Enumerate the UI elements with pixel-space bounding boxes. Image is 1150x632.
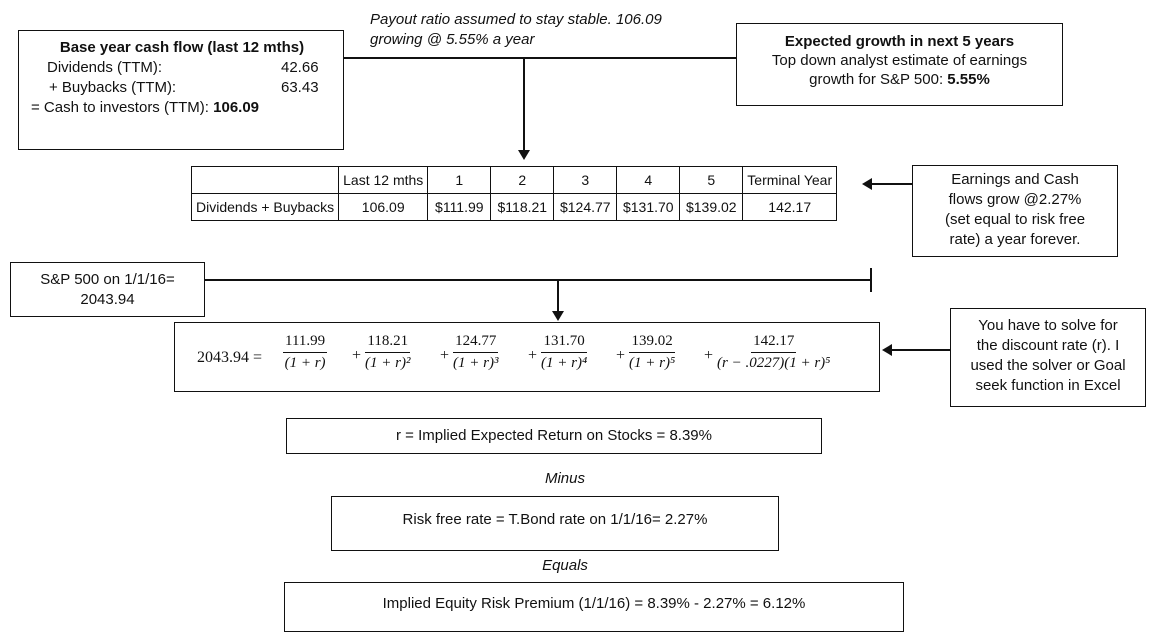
term-numerator: 139.02 (629, 333, 675, 353)
solve-discount-rate-box: You have to solve for the discount rate … (950, 308, 1146, 407)
sp-line1: S&P 500 on 1/1/16= (40, 271, 175, 288)
dividends-label: Dividends (TTM): (47, 59, 163, 76)
risk-free-rate-box: Risk free rate = T.Bond rate on 1/1/16= … (331, 496, 779, 551)
arrow-down-icon (518, 150, 530, 160)
buybacks-value: 63.43 (281, 79, 319, 96)
equity-risk-premium-box: Implied Equity Risk Premium (1/1/16) = 8… (284, 582, 904, 632)
header-cell: 5 (679, 166, 744, 194)
term-denominator: (1 + r) (284, 355, 326, 371)
payout-note-line1: Payout ratio assumed to stay stable. 106… (370, 11, 662, 28)
terminal-line2: flows grow @2.27% (948, 191, 1082, 208)
term-numerator: 111.99 (283, 333, 328, 353)
header-cell: 2 (490, 166, 555, 194)
valuation-equation-box: 2043.94 = 111.99 (1 + r) + 118.21 (1 + r… (174, 322, 880, 392)
table-cell: $124.77 (553, 193, 618, 221)
equals-caption: Equals (542, 557, 588, 574)
connector-end-tick (870, 268, 872, 292)
table-cell: $131.70 (616, 193, 681, 221)
plus-sign: + (704, 347, 714, 364)
arrow-left-icon (882, 344, 892, 356)
table-cell: 142.17 (742, 193, 838, 221)
header-cell: Terminal Year (742, 166, 838, 194)
header-cell: 4 (616, 166, 681, 194)
connector-line-down-eq (557, 279, 559, 313)
equation-term: 131.70 (1 + r)⁴ (541, 333, 587, 372)
cash-to-investors-value: 106.09 (213, 99, 260, 116)
solve-line1: You have to solve for (978, 317, 1118, 334)
connector-line-sp (205, 279, 871, 281)
equation-lhs: 2043.94 = (197, 349, 263, 366)
header-cell (190, 166, 340, 194)
plus-sign: + (616, 347, 626, 364)
cash-to-investors-row: = Cash to investors (TTM): 106.09 (29, 98, 335, 118)
equation-term: 124.77 (1 + r)³ (453, 333, 498, 372)
growth-box-title: Expected growth in next 5 years (784, 33, 1015, 50)
table-cell: 106.09 (338, 193, 429, 221)
header-cell: 3 (553, 166, 618, 194)
header-cell: Last 12 mths (338, 166, 429, 194)
dividends-row: Dividends (TTM): 42.66 (29, 58, 335, 78)
term-numerator: 142.17 (751, 333, 797, 353)
terminal-line1: Earnings and Cash (951, 171, 1079, 188)
term-denominator: (1 + r)⁵ (629, 355, 676, 371)
row-label: Dividends + Buybacks (190, 193, 340, 221)
term-denominator: (r − .0227)(1 + r)⁵ (717, 355, 831, 371)
equation-term: 118.21 (1 + r)² (365, 333, 410, 372)
connector-line-solve (890, 349, 950, 351)
table-row: Dividends + Buybacks 106.09 $111.99 $118… (190, 193, 838, 221)
cash-to-investors-label: = Cash to investors (TTM): (31, 99, 209, 116)
base-year-cash-flow-box: Base year cash flow (last 12 mths) Divid… (18, 30, 344, 150)
arrow-left-icon (862, 178, 872, 190)
connector-line-down-table (523, 57, 525, 153)
connector-line-top (344, 57, 736, 59)
solve-line3: used the solver or Goal (970, 357, 1126, 374)
table-header-row: Last 12 mths 1 2 3 4 5 Terminal Year (190, 166, 838, 194)
growth-rate-value: 5.55% (947, 71, 990, 88)
plus-sign: + (352, 347, 362, 364)
term-denominator: (1 + r)² (365, 355, 411, 371)
table-cell: $118.21 (490, 193, 555, 221)
term-denominator: (1 + r)³ (453, 355, 499, 371)
term-denominator: (1 + r)⁴ (541, 355, 588, 371)
term-numerator: 124.77 (453, 333, 499, 353)
base-box-title: Base year cash flow (last 12 mths) (59, 39, 305, 56)
plus-sign: + (440, 347, 450, 364)
terminal-line3: (set equal to risk free (944, 211, 1086, 228)
buybacks-row: + Buybacks (TTM): 63.43 (29, 78, 335, 98)
implied-return-box: r = Implied Expected Return on Stocks = … (286, 418, 822, 454)
equation-term: 111.99 (1 + r) (283, 333, 328, 372)
sp-line2: 2043.94 (80, 291, 135, 308)
minus-caption: Minus (544, 470, 585, 487)
arrow-down-icon (552, 311, 564, 321)
solve-line2: the discount rate (r). I (976, 337, 1120, 354)
expected-growth-box: Expected growth in next 5 years Top down… (736, 23, 1063, 106)
term-numerator: 131.70 (541, 333, 587, 353)
term-numerator: 118.21 (365, 333, 411, 353)
header-cell: 1 (427, 166, 492, 194)
plus-sign: + (528, 347, 538, 364)
table-cell: $111.99 (427, 193, 492, 221)
equation-term: 139.02 (1 + r)⁵ (629, 333, 675, 372)
growth-box-line1: Top down analyst estimate of earnings (771, 52, 1028, 69)
equation-term: 142.17 (r − .0227)(1 + r)⁵ (717, 333, 830, 372)
solve-line4: seek function in Excel (975, 377, 1121, 394)
terminal-line4: rate) a year forever. (949, 231, 1081, 248)
payout-ratio-note: Payout ratio assumed to stay stable. 106… (370, 10, 730, 50)
terminal-growth-box: Earnings and Cash flows grow @2.27% (set… (912, 165, 1118, 257)
connector-line-terminal (870, 183, 912, 185)
dividends-value: 42.66 (281, 59, 319, 76)
growth-box-line2-prefix: growth for S&P 500: (809, 71, 948, 88)
growth-box-line2: growth for S&P 500: 5.55% (737, 70, 1062, 89)
sp500-level-box: S&P 500 on 1/1/16= 2043.94 (10, 262, 205, 317)
cash-flow-table: Last 12 mths 1 2 3 4 5 Terminal Year Div… (190, 166, 838, 221)
table-cell: $139.02 (679, 193, 744, 221)
payout-note-line2: growing @ 5.55% a year (370, 31, 535, 48)
buybacks-label: + Buybacks (TTM): (49, 79, 177, 96)
